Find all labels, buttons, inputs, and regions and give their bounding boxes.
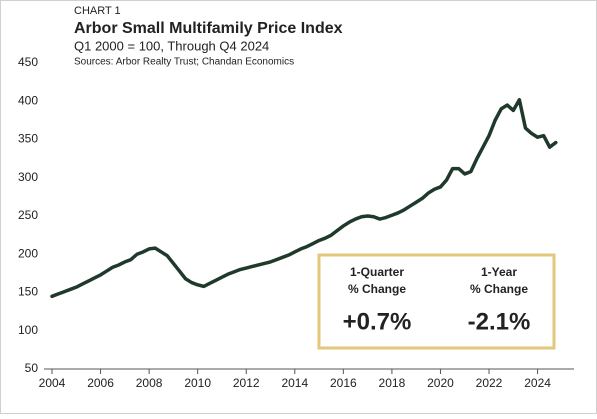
y-tick-label: 150 [18, 285, 38, 299]
y-tick-label: 450 [18, 55, 38, 69]
callout-label: 1-Year [481, 265, 517, 279]
x-tick-label: 2004 [39, 376, 66, 390]
y-tick-label: 300 [18, 170, 38, 184]
x-tick-label: 2024 [524, 376, 551, 390]
chart-title: Arbor Small Multifamily Price Index [74, 20, 343, 37]
y-tick-label: 50 [25, 361, 39, 375]
x-tick-label: 2012 [233, 376, 260, 390]
x-tick-label: 2020 [427, 376, 454, 390]
y-tick-label: 200 [18, 246, 38, 260]
chart-subtitle: Q1 2000 = 100, Through Q4 2024 [74, 38, 269, 53]
callout-value: -2.1% [468, 308, 531, 335]
chart-source: Sources: Arbor Realty Trust; Chandan Eco… [74, 57, 294, 68]
chart-kicker: CHART 1 [74, 5, 121, 17]
y-tick-label: 100 [18, 323, 38, 337]
x-tick-label: 2006 [87, 376, 114, 390]
callout-label: % Change [348, 282, 406, 296]
x-tick-label: 2010 [184, 376, 211, 390]
callout-label: 1-Quarter [350, 265, 404, 279]
callout-label: % Change [470, 282, 528, 296]
y-tick-label: 250 [18, 208, 38, 222]
x-tick-label: 2008 [136, 376, 163, 390]
callout-value: +0.7% [343, 308, 412, 335]
x-tick-label: 2022 [476, 376, 503, 390]
x-tick-label: 2016 [330, 376, 357, 390]
line-series [50, 97, 558, 299]
x-tick-label: 2014 [281, 376, 308, 390]
y-tick-label: 350 [18, 132, 38, 146]
callout-box [317, 253, 556, 350]
y-tick-label: 400 [18, 93, 38, 107]
x-tick-label: 2018 [379, 376, 406, 390]
